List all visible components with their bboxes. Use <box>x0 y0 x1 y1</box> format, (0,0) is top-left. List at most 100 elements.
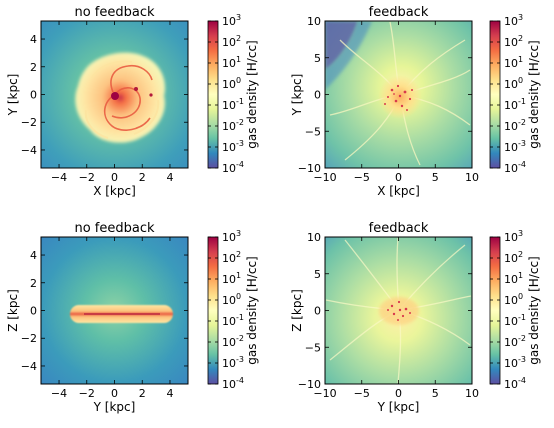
colorbar-tick-label: 102 <box>222 34 241 49</box>
panel-title: feedback <box>369 221 429 236</box>
y-tick-label: −10 <box>298 162 321 175</box>
colorbar-tick-label: 10-2 <box>222 118 244 133</box>
colorbar-tick-label: 100 <box>222 76 241 91</box>
x-tick-label: −4 <box>51 387 67 400</box>
colorbar-gradient <box>489 20 501 169</box>
x-tick-label: −10 <box>313 387 336 400</box>
colorbar-tick-label: 100 <box>222 292 241 307</box>
colorbar-label: gas density [H/cc] <box>245 256 259 364</box>
y-tick-label: 2 <box>30 277 37 290</box>
colorbar-tick-label: 101 <box>504 271 523 286</box>
y-tick-label: 0 <box>314 305 321 318</box>
colorbar-tick-label: 10-2 <box>504 118 526 133</box>
colorbar-tick-label: 10-4 <box>504 376 526 391</box>
colorbar-tick-label: 102 <box>504 34 523 49</box>
colorbar-gradient <box>489 236 501 385</box>
colorbar-tick-label: 103 <box>222 13 241 28</box>
density-map-feedback-face-on <box>325 21 472 168</box>
x-tick-label: 5 <box>432 387 439 400</box>
x-tick-label: 0 <box>111 387 118 400</box>
x-tick-label: 2 <box>139 171 146 184</box>
colorbar-tick-label: 101 <box>504 55 523 70</box>
x-tick-label: −5 <box>354 387 370 400</box>
y-axis-label: Y [kpc] <box>290 74 304 117</box>
colorbar-tick-label: 10-1 <box>222 313 244 328</box>
panel-2: feedback −10 −5 0 5 10 −10 −5 0 5 10 X [kpc] Y [kpc] <box>290 5 479 198</box>
colorbar-label: gas density [H/cc] <box>245 40 259 148</box>
y-tick-label: 0 <box>314 89 321 102</box>
y-tick-label: −5 <box>305 341 321 354</box>
x-tick-label: −2 <box>79 387 95 400</box>
y-tick-label: 10 <box>307 15 321 28</box>
x-tick-label: 5 <box>432 171 439 184</box>
x-tick-label: 0 <box>395 171 402 184</box>
colorbar-tick-label: 103 <box>504 13 523 28</box>
y-tick-label: 4 <box>30 249 37 262</box>
colorbar-tick-label: 10-4 <box>222 160 244 175</box>
y-tick-label: −5 <box>305 125 321 138</box>
y-tick-label: 0 <box>30 305 37 318</box>
x-tick-label: 4 <box>166 387 173 400</box>
panel-title: no feedback <box>74 221 155 236</box>
colorbar-tick-label: 10-4 <box>222 376 244 391</box>
x-tick-label: −10 <box>313 171 336 184</box>
x-tick-label: 2 <box>139 387 146 400</box>
x-axis-label: Y [kpc] <box>377 400 420 414</box>
x-axis-label: X [kpc] <box>377 184 420 198</box>
x-tick-label: 4 <box>166 171 173 184</box>
y-axis-label: Z [kpc] <box>6 289 20 332</box>
colorbar-tick-label: 100 <box>504 292 523 307</box>
y-tick-label: −10 <box>298 378 321 391</box>
colorbar-tick-label: 101 <box>222 55 241 70</box>
y-tick-label: 0 <box>30 89 37 102</box>
y-tick-label: −4 <box>21 360 37 373</box>
colorbar-tick-label: 103 <box>222 229 241 244</box>
colorbar-tick-label: 101 <box>222 271 241 286</box>
colorbar-gradient <box>207 236 219 385</box>
y-tick-label: −2 <box>21 332 37 345</box>
density-map-no-feedback-face-on <box>41 21 188 168</box>
y-tick-label: −4 <box>21 144 37 157</box>
y-tick-label: 4 <box>30 33 37 46</box>
x-tick-label: −5 <box>354 171 370 184</box>
colorbar-tick-label: 10-3 <box>222 355 244 370</box>
x-tick-label: 10 <box>465 387 479 400</box>
y-tick-label: 2 <box>30 61 37 74</box>
panel-3: no feedback −4 −2 0 2 4 −4 −2 0 2 4 Y [kpc] Z [kpc] <box>6 221 189 414</box>
colorbar-tick-label: 102 <box>222 250 241 265</box>
colorbar-gradient <box>207 20 219 169</box>
y-tick-label: 5 <box>314 268 321 281</box>
colorbar-tick-label: 102 <box>504 250 523 265</box>
colorbar-tick-label: 10-1 <box>504 97 526 112</box>
x-tick-label: −4 <box>51 171 67 184</box>
x-tick-label: −2 <box>79 171 95 184</box>
x-axis-label: X [kpc] <box>93 184 136 198</box>
colorbar-tick-label: 10-3 <box>222 139 244 154</box>
colorbar-tick-label: 10-3 <box>504 355 526 370</box>
density-map-no-feedback-edge-on <box>41 237 188 384</box>
x-tick-label: 10 <box>465 171 479 184</box>
colorbar-tick-label: 100 <box>504 76 523 91</box>
colorbar-tick-label: 10-2 <box>504 334 526 349</box>
y-axis-label: Y [kpc] <box>6 74 20 117</box>
x-tick-label: 0 <box>111 171 118 184</box>
panel-title: feedback <box>369 5 429 20</box>
y-tick-label: −2 <box>21 116 37 129</box>
colorbar-label: gas density [H/cc] <box>527 256 541 364</box>
colorbar-tick-label: 10-2 <box>222 334 244 349</box>
colorbar-tick-label: 10-4 <box>504 160 526 175</box>
panel-1: no feedback −4 −2 0 2 4 −4 −2 0 2 4 X [kpc] Y [kpc] <box>6 5 189 198</box>
y-tick-label: 5 <box>314 52 321 65</box>
panel-title: no feedback <box>74 5 155 20</box>
colorbar-tick-label: 10-1 <box>222 97 244 112</box>
colorbar-tick-label: 103 <box>504 229 523 244</box>
y-axis-label: Z [kpc] <box>290 289 304 332</box>
colorbar-label: gas density [H/cc] <box>527 40 541 148</box>
x-tick-label: 0 <box>395 387 402 400</box>
x-axis-label: Y [kpc] <box>93 400 136 414</box>
